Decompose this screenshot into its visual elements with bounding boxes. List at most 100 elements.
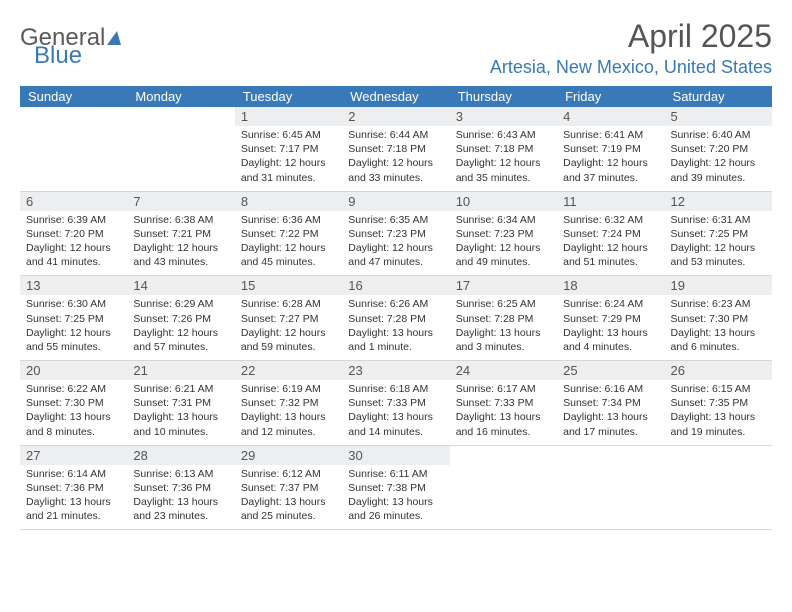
day-number: 21: [127, 361, 234, 380]
calendar-day: 1Sunrise: 6:45 AMSunset: 7:17 PMDaylight…: [235, 107, 342, 191]
day-number: 12: [665, 192, 772, 211]
day-number: 25: [557, 361, 664, 380]
daylight: Daylight: 12 hours and 47 minutes.: [348, 241, 443, 269]
day-info: Sunrise: 6:43 AMSunset: 7:18 PMDaylight:…: [450, 126, 557, 191]
sunset: Sunset: 7:23 PM: [348, 227, 443, 241]
calendar-day: 26Sunrise: 6:15 AMSunset: 7:35 PMDayligh…: [665, 361, 772, 446]
calendar-day: 24Sunrise: 6:17 AMSunset: 7:33 PMDayligh…: [450, 361, 557, 446]
sunrise: Sunrise: 6:23 AM: [671, 297, 766, 311]
sunrise: Sunrise: 6:16 AM: [563, 382, 658, 396]
calendar-day: 28Sunrise: 6:13 AMSunset: 7:36 PMDayligh…: [127, 445, 234, 530]
day-info: Sunrise: 6:13 AMSunset: 7:36 PMDaylight:…: [127, 465, 234, 530]
daylight: Daylight: 12 hours and 49 minutes.: [456, 241, 551, 269]
sunrise: Sunrise: 6:29 AM: [133, 297, 228, 311]
daylight: Daylight: 12 hours and 35 minutes.: [456, 156, 551, 184]
calendar-day: 15Sunrise: 6:28 AMSunset: 7:27 PMDayligh…: [235, 276, 342, 361]
sunset: Sunset: 7:17 PM: [241, 142, 336, 156]
sunrise: Sunrise: 6:32 AM: [563, 213, 658, 227]
sunrise: Sunrise: 6:14 AM: [26, 467, 121, 481]
sunrise: Sunrise: 6:19 AM: [241, 382, 336, 396]
sunrise: Sunrise: 6:34 AM: [456, 213, 551, 227]
daylight: Daylight: 12 hours and 59 minutes.: [241, 326, 336, 354]
day-number: 13: [20, 276, 127, 295]
daylight: Daylight: 12 hours and 41 minutes.: [26, 241, 121, 269]
day-number: 14: [127, 276, 234, 295]
day-number: 19: [665, 276, 772, 295]
calendar-day: 29Sunrise: 6:12 AMSunset: 7:37 PMDayligh…: [235, 445, 342, 530]
day-info: Sunrise: 6:19 AMSunset: 7:32 PMDaylight:…: [235, 380, 342, 445]
brand-triangle-icon: [107, 31, 121, 45]
daylight: Daylight: 13 hours and 1 minute.: [348, 326, 443, 354]
day-number: 16: [342, 276, 449, 295]
sunrise: Sunrise: 6:21 AM: [133, 382, 228, 396]
calendar-day: 14Sunrise: 6:29 AMSunset: 7:26 PMDayligh…: [127, 276, 234, 361]
calendar-day: 13Sunrise: 6:30 AMSunset: 7:25 PMDayligh…: [20, 276, 127, 361]
calendar-day: 27Sunrise: 6:14 AMSunset: 7:36 PMDayligh…: [20, 445, 127, 530]
daylight: Daylight: 13 hours and 25 minutes.: [241, 495, 336, 523]
title-block: April 2025 Artesia, New Mexico, United S…: [490, 18, 772, 78]
col-tuesday: Tuesday: [235, 86, 342, 107]
sunrise: Sunrise: 6:28 AM: [241, 297, 336, 311]
day-number: 24: [450, 361, 557, 380]
sunrise: Sunrise: 6:18 AM: [348, 382, 443, 396]
daylight: Daylight: 13 hours and 21 minutes.: [26, 495, 121, 523]
day-number: 1: [235, 107, 342, 126]
sunset: Sunset: 7:24 PM: [563, 227, 658, 241]
daylight: Daylight: 12 hours and 43 minutes.: [133, 241, 228, 269]
sunrise: Sunrise: 6:40 AM: [671, 128, 766, 142]
sunrise: Sunrise: 6:24 AM: [563, 297, 658, 311]
sunset: Sunset: 7:18 PM: [456, 142, 551, 156]
calendar-day: 2Sunrise: 6:44 AMSunset: 7:18 PMDaylight…: [342, 107, 449, 191]
day-info: Sunrise: 6:21 AMSunset: 7:31 PMDaylight:…: [127, 380, 234, 445]
sunset: Sunset: 7:19 PM: [563, 142, 658, 156]
day-number: 20: [20, 361, 127, 380]
sunset: Sunset: 7:28 PM: [456, 312, 551, 326]
sunset: Sunset: 7:20 PM: [26, 227, 121, 241]
daylight: Daylight: 13 hours and 4 minutes.: [563, 326, 658, 354]
daylight: Daylight: 13 hours and 8 minutes.: [26, 410, 121, 438]
brand-part2: Blue: [34, 42, 82, 70]
day-info: Sunrise: 6:24 AMSunset: 7:29 PMDaylight:…: [557, 295, 664, 360]
calendar-day: 22Sunrise: 6:19 AMSunset: 7:32 PMDayligh…: [235, 361, 342, 446]
sunset: Sunset: 7:26 PM: [133, 312, 228, 326]
month-title: April 2025: [490, 18, 772, 55]
sunset: Sunset: 7:23 PM: [456, 227, 551, 241]
day-info: Sunrise: 6:14 AMSunset: 7:36 PMDaylight:…: [20, 465, 127, 530]
calendar-day: 16Sunrise: 6:26 AMSunset: 7:28 PMDayligh…: [342, 276, 449, 361]
calendar-day: 4Sunrise: 6:41 AMSunset: 7:19 PMDaylight…: [557, 107, 664, 191]
sunrise: Sunrise: 6:12 AM: [241, 467, 336, 481]
col-thursday: Thursday: [450, 86, 557, 107]
day-info: Sunrise: 6:23 AMSunset: 7:30 PMDaylight:…: [665, 295, 772, 360]
day-number: 28: [127, 446, 234, 465]
daylight: Daylight: 13 hours and 17 minutes.: [563, 410, 658, 438]
calendar-week: 1Sunrise: 6:45 AMSunset: 7:17 PMDaylight…: [20, 107, 772, 191]
day-info: Sunrise: 6:34 AMSunset: 7:23 PMDaylight:…: [450, 211, 557, 276]
calendar-day: 5Sunrise: 6:40 AMSunset: 7:20 PMDaylight…: [665, 107, 772, 191]
daylight: Daylight: 12 hours and 31 minutes.: [241, 156, 336, 184]
col-monday: Monday: [127, 86, 234, 107]
sunrise: Sunrise: 6:35 AM: [348, 213, 443, 227]
calendar-table: Sunday Monday Tuesday Wednesday Thursday…: [20, 86, 772, 530]
daylight: Daylight: 13 hours and 10 minutes.: [133, 410, 228, 438]
sunset: Sunset: 7:20 PM: [671, 142, 766, 156]
day-number: 2: [342, 107, 449, 126]
calendar-week: 20Sunrise: 6:22 AMSunset: 7:30 PMDayligh…: [20, 361, 772, 446]
day-number: 22: [235, 361, 342, 380]
calendar-day: [557, 445, 664, 530]
day-number: 15: [235, 276, 342, 295]
sunrise: Sunrise: 6:43 AM: [456, 128, 551, 142]
daylight: Daylight: 13 hours and 26 minutes.: [348, 495, 443, 523]
sunset: Sunset: 7:25 PM: [671, 227, 766, 241]
sunset: Sunset: 7:35 PM: [671, 396, 766, 410]
day-info: Sunrise: 6:26 AMSunset: 7:28 PMDaylight:…: [342, 295, 449, 360]
day-number: 8: [235, 192, 342, 211]
day-number: 30: [342, 446, 449, 465]
day-info: Sunrise: 6:18 AMSunset: 7:33 PMDaylight:…: [342, 380, 449, 445]
sunrise: Sunrise: 6:25 AM: [456, 297, 551, 311]
day-number: 9: [342, 192, 449, 211]
day-info: Sunrise: 6:36 AMSunset: 7:22 PMDaylight:…: [235, 211, 342, 276]
day-info: Sunrise: 6:12 AMSunset: 7:37 PMDaylight:…: [235, 465, 342, 530]
day-number: 26: [665, 361, 772, 380]
day-info: Sunrise: 6:11 AMSunset: 7:38 PMDaylight:…: [342, 465, 449, 530]
calendar-page: General April 2025 Artesia, New Mexico, …: [0, 0, 792, 612]
